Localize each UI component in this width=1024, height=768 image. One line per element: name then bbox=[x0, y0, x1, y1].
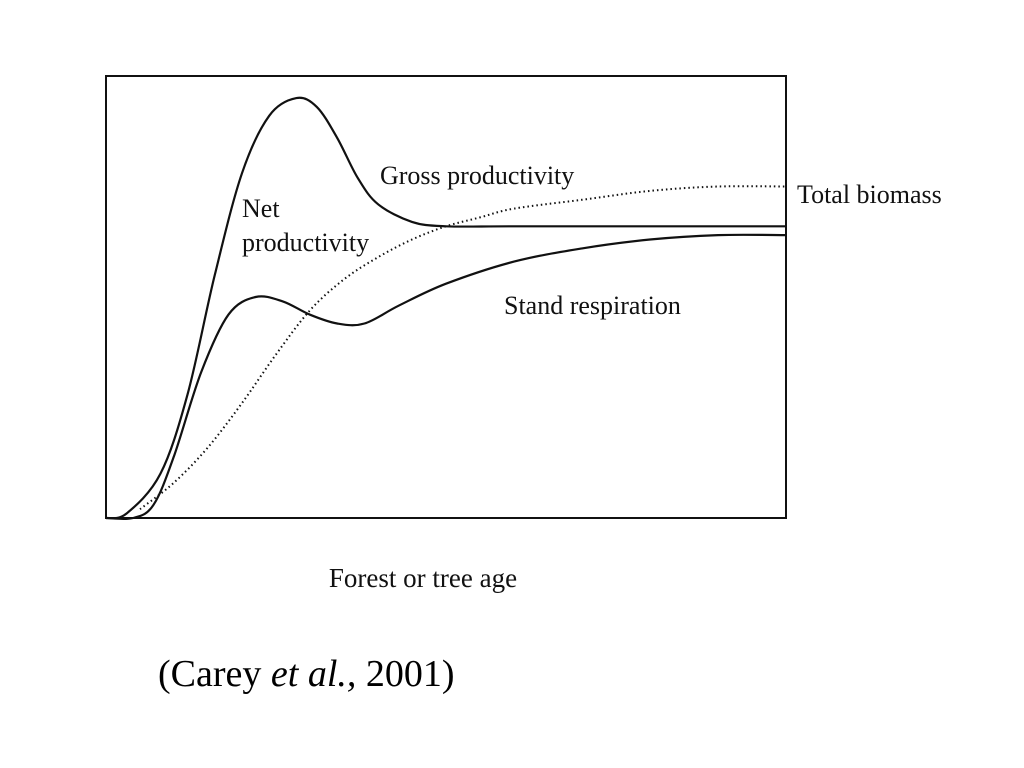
citation-open: (Carey bbox=[158, 653, 271, 695]
series-line-total-biomass bbox=[139, 185, 787, 510]
citation-et-al: et al., bbox=[270, 653, 357, 695]
annotation-gross-productivity: Gross productivity bbox=[380, 161, 574, 190]
plot-frame bbox=[105, 75, 787, 519]
series-line-stand-respiration bbox=[105, 233, 787, 521]
citation: (Carey et al., 2001) bbox=[158, 652, 455, 696]
citation-rest: 2001) bbox=[356, 653, 455, 695]
series-line-gross-productivity bbox=[105, 96, 786, 520]
annotation-stand-respiration: Stand respiration bbox=[504, 291, 681, 320]
annotation-net-productivity-line2: productivity bbox=[242, 228, 369, 257]
series-layer bbox=[105, 96, 787, 521]
annotation-net-productivity-line1: Net bbox=[242, 194, 280, 223]
annotation-total-biomass: Total biomass bbox=[797, 180, 942, 209]
x-axis-label: Forest or tree age bbox=[329, 563, 517, 593]
